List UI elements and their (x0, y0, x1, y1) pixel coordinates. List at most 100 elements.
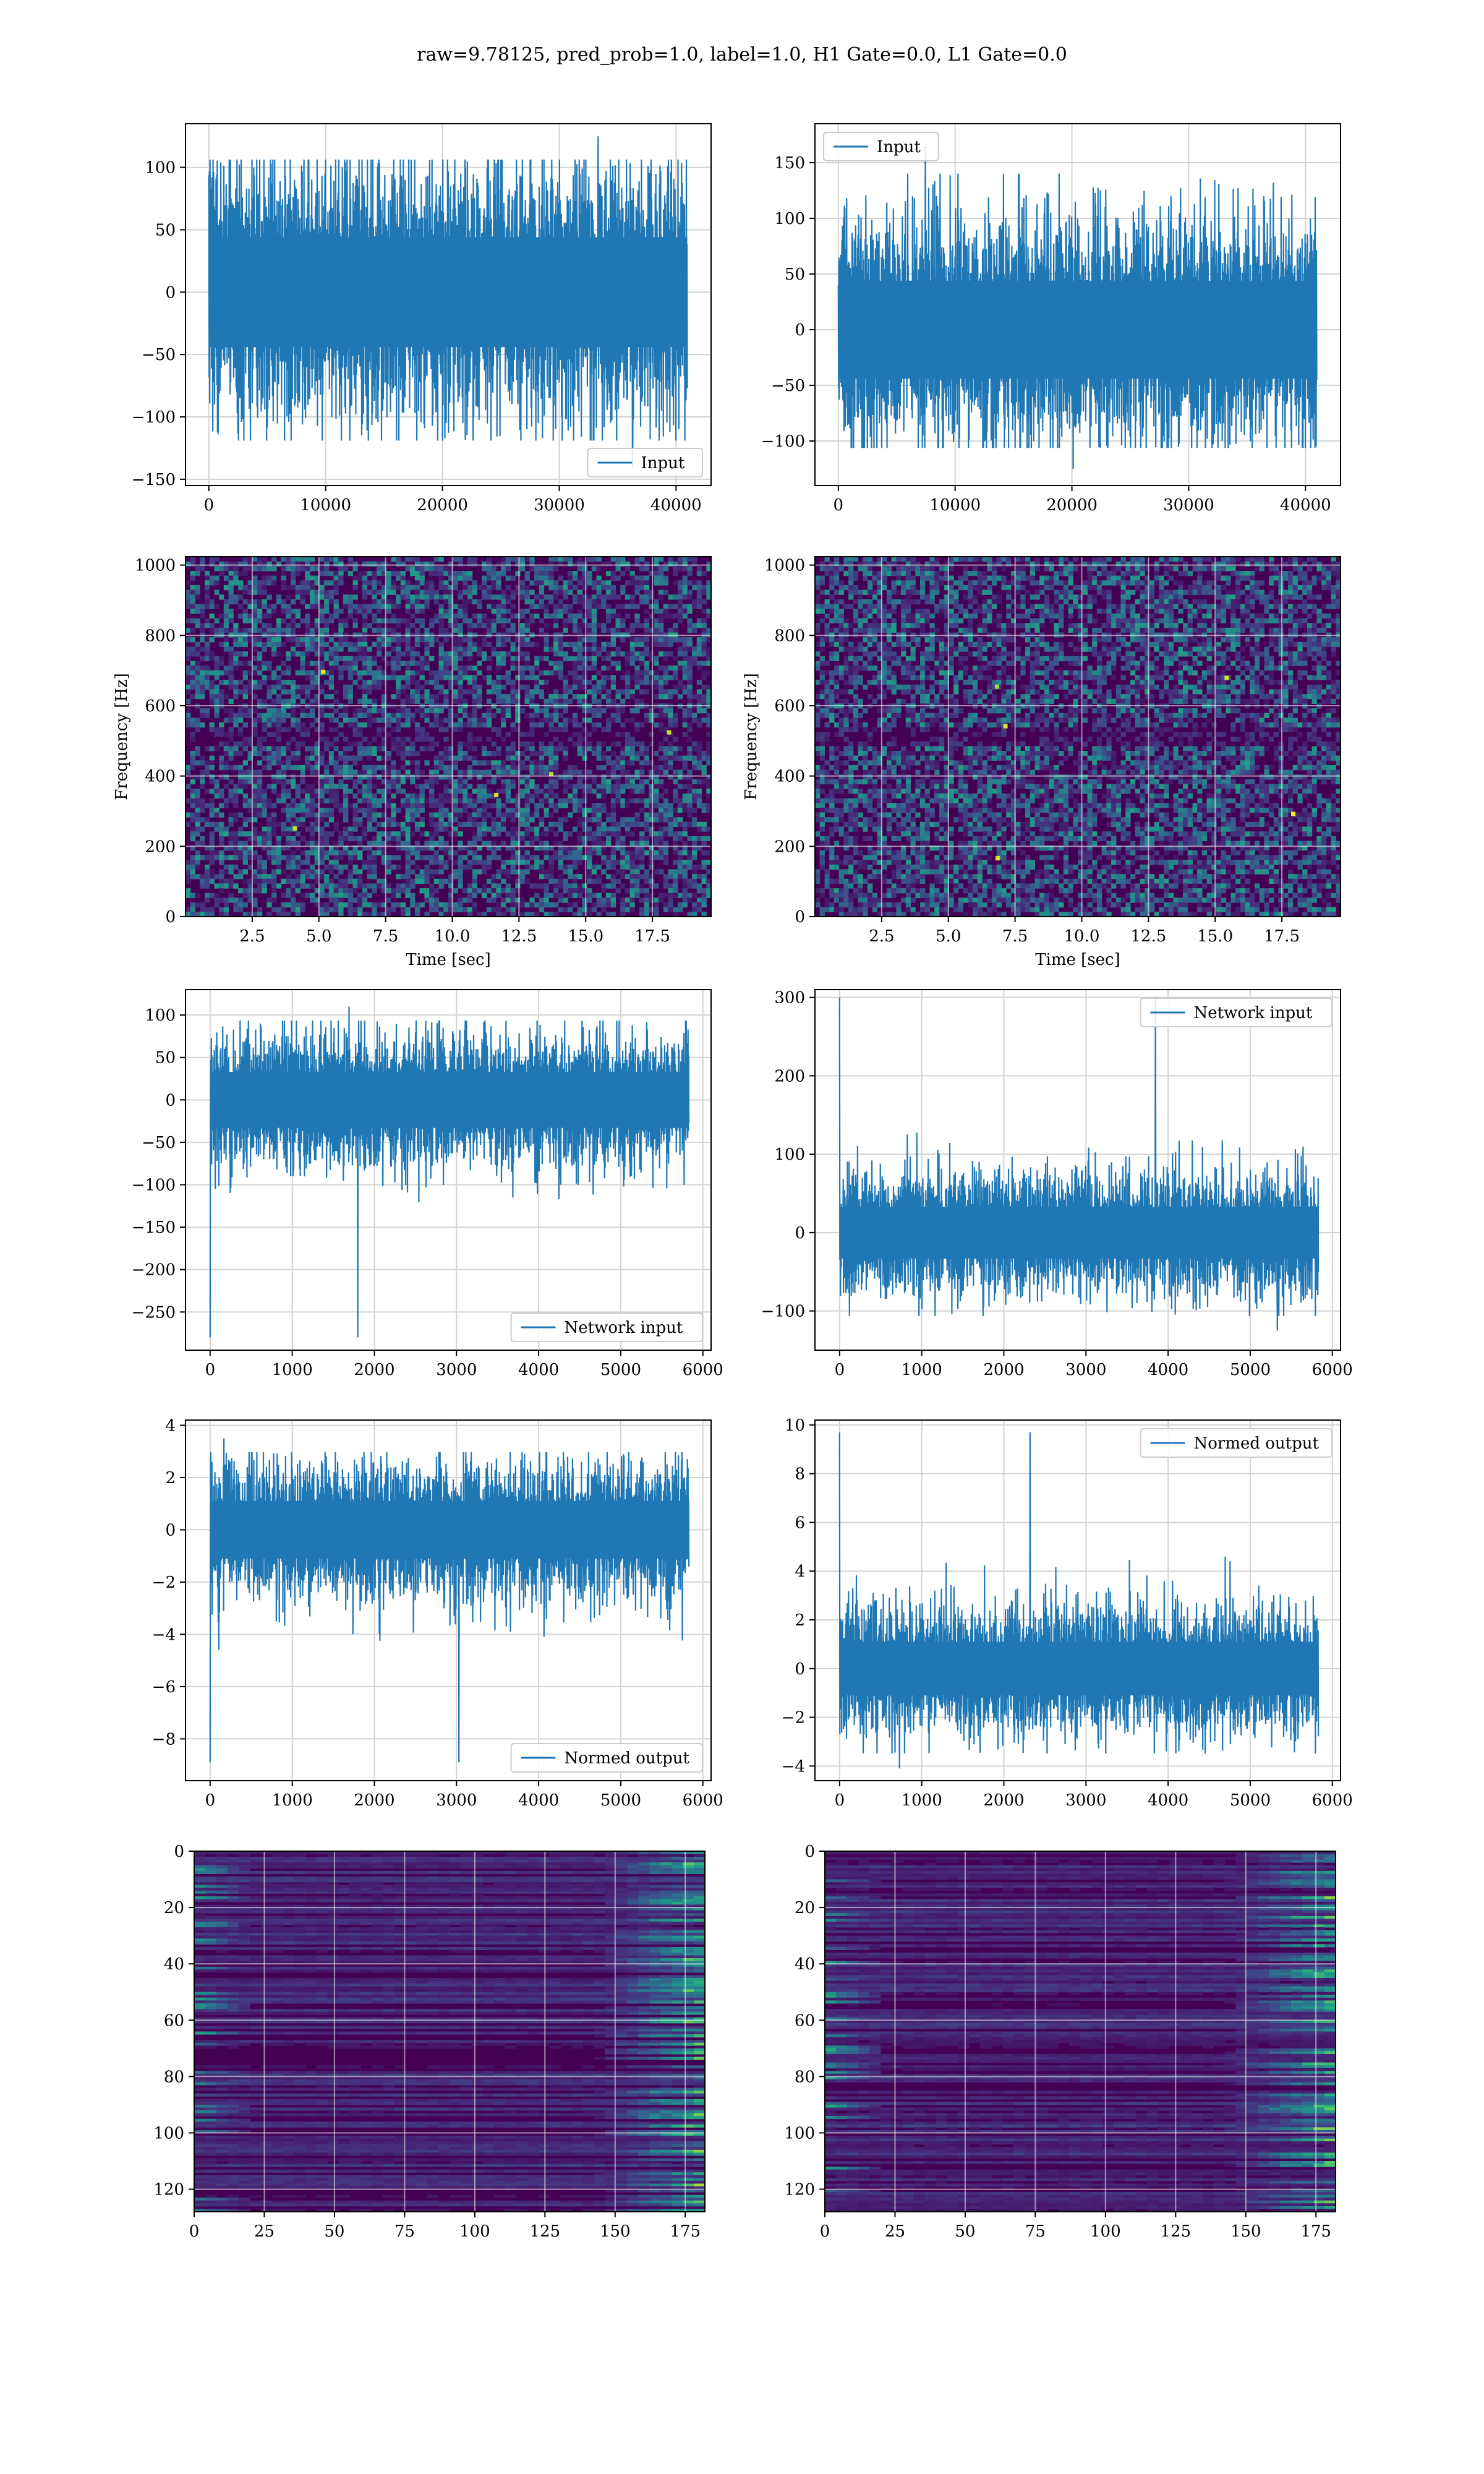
spectrogram-h1-heatmap-cell (534, 826, 540, 832)
spectrogram-h1-heatmap-cell (692, 883, 697, 889)
spectrogram-h1-heatmap-cell (659, 580, 664, 586)
spectrogram-h1-heatmap-cell (233, 656, 239, 662)
spectrogram-h1-heatmap-cell (563, 751, 568, 756)
spectrogram-h1-heatmap-cell (706, 713, 712, 718)
spectrogram-h1-heatmap-cell (252, 850, 258, 856)
spectrogram-h1-heatmap-cell (591, 584, 597, 591)
spectrogram-h1-heatmap-cell (553, 580, 559, 586)
spectrogram-h1-heatmap-cell (438, 584, 444, 591)
spectrogram-h1-heatmap-cell (276, 760, 282, 766)
spectrogram-h1-heatmap-cell (486, 627, 492, 633)
spectrogram-h1-heatmap-cell (372, 618, 377, 623)
spectrogram-h1-heatmap-cell (496, 637, 501, 643)
spectrogram-h1-heatmap-cell (577, 594, 582, 600)
spectrogram-h1-heatmap-cell (414, 670, 420, 676)
spectrogram-h1-heatmap-cell (291, 580, 296, 586)
spectrogram-h1-heatmap-cell (281, 831, 286, 837)
spectrogram-h1-heatmap-cell (324, 670, 330, 676)
spectrogram-h1-heatmap-cell (572, 807, 578, 813)
spectrogram-h1-heatmap-cell (558, 646, 563, 652)
spectrogram-h1-heatmap-cell (386, 803, 391, 808)
spectrogram-h1-heatmap-cell (467, 557, 473, 562)
spectrogram-h1-heatmap-cell (319, 708, 325, 714)
spectrogram-h1-heatmap-cell (477, 623, 482, 628)
spectrogram-h1-heatmap-cell (348, 571, 353, 576)
spectrogram-h1-heatmap-cell (505, 751, 511, 756)
spectrogram-h1-heatmap-cell (367, 826, 372, 832)
spectrogram-h1-heatmap-cell (620, 864, 626, 870)
spectrogram-h1-heatmap-cell (228, 779, 234, 785)
spectrogram-h1-heatmap-cell (314, 675, 320, 680)
spectrogram-h1-heatmap-cell (654, 566, 659, 571)
spectrogram-h1-heatmap-cell (539, 670, 545, 676)
spectrogram-h1-heatmap-cell (348, 557, 353, 562)
spectrogram-h1-heatmap-cell (582, 698, 587, 704)
spectrogram-h1-heatmap-cell (200, 623, 205, 628)
spectrogram-h1-heatmap-cell (706, 803, 712, 808)
spectrogram-h1-heatmap-cell (190, 793, 195, 799)
spectrogram-h1-heatmap-cell (405, 850, 411, 856)
spectrogram-h1-heatmap-cell (429, 623, 435, 628)
spectrogram-h1-heatmap-cell (639, 807, 645, 813)
spectrogram-h1-heatmap-cell (577, 684, 582, 690)
spectrogram-h1-heatmap-cell (267, 826, 272, 832)
spectrogram-h1-heatmap-cell (448, 613, 454, 619)
spectrogram-h1-heatmap-cell (519, 793, 526, 799)
spectrogram-h1-heatmap-cell (692, 760, 697, 766)
spectrogram-h1-heatmap-cell (381, 675, 387, 680)
spectrogram-h1-heatmap-cell (209, 789, 215, 794)
spectrogram-h1-heatmap-cell (668, 641, 673, 648)
spectrogram-h1-heatmap-cell (519, 613, 526, 619)
spectrogram-h1-heatmap-cell (257, 670, 263, 676)
spectrogram-h1-heatmap-cell (606, 836, 612, 842)
spectrogram-h1-heatmap-cell (429, 584, 435, 591)
spectrogram-h1-heatmap-cell (539, 575, 545, 581)
spectrogram-h1-heatmap-cell (610, 760, 616, 766)
spectrogram-h1-heatmap-cell (271, 557, 277, 562)
spectrogram-h1-heatmap-cell (309, 845, 315, 851)
spectrogram-h1-heatmap-cell (362, 641, 368, 648)
spectrogram-h1-heatmap-cell (362, 774, 368, 780)
spectrogram-h1-heatmap-cell (233, 764, 239, 771)
spectrogram-h1-heatmap-cell (338, 557, 344, 562)
spectrogram-h1-heatmap-cell (391, 613, 396, 619)
spectrogram-h1-heatmap-cell (233, 713, 239, 718)
spectrogram-h1-heatmap-cell (544, 793, 549, 799)
spectrogram-h1-heatmap-cell (324, 746, 330, 751)
spectrogram-h1-heatmap-cell (252, 888, 258, 894)
spectrogram-h1-heatmap-cell (438, 803, 444, 808)
spectrogram-h1-heatmap-cell (410, 878, 416, 884)
spectrogram-h1-heatmap-cell (548, 599, 554, 605)
spectrogram-h1-heatmap-cell (673, 561, 678, 567)
spectrogram-h1-heatmap-cell (372, 864, 377, 870)
spectrogram-h1-heatmap-cell (271, 746, 277, 751)
spectrogram-h1-heatmap-cell (233, 566, 239, 571)
spectrogram-h1-heatmap-cell (582, 812, 587, 818)
spectrogram-h1-heatmap-cell (668, 807, 673, 813)
spectrogram-h1-heatmap-cell (548, 580, 554, 586)
spectrogram-h1-heatmap-cell (338, 855, 344, 860)
spectrogram-h1-heatmap-cell (524, 609, 530, 614)
spectrogram-h1-heatmap-cell (615, 646, 621, 652)
spectrogram-h1-heatmap-cell (544, 613, 549, 619)
spectrogram-h1-heatmap-cell (620, 869, 626, 875)
spectrogram-h1-heatmap-cell (324, 561, 330, 567)
spectrogram-h1-heatmap-cell (424, 694, 430, 700)
spectrogram-h1-heatmap-cell (200, 637, 205, 643)
spectrogram-h1-heatmap-cell (472, 807, 477, 813)
spectrogram-h1-heatmap-cell (524, 557, 530, 562)
spectrogram-h1-heatmap-cell (381, 793, 387, 799)
spectrogram-h1-heatmap-cell (587, 689, 592, 695)
spectrogram-h1-heatmap-cell (501, 760, 506, 766)
spectrogram-h1-heatmap-cell (501, 571, 506, 576)
spectrogram-h1-heatmap-cell (271, 812, 277, 818)
spectrogram-h1-heatmap-cell (238, 769, 244, 775)
spectrogram-h1-heatmap-cell (228, 793, 234, 799)
spectrogram-h1-heatmap-cell (692, 821, 697, 828)
spectrogram-h1-heatmap-cell (644, 874, 650, 880)
spectrogram-h1-heatmap-cell (305, 613, 310, 619)
spectrogram-h1-heatmap-cell (582, 613, 587, 619)
spectrogram-h1-heatmap-cell (186, 713, 191, 718)
spectrogram-h1-heatmap-cell (186, 627, 191, 633)
spectrogram-h1-heatmap-cell (391, 817, 396, 823)
